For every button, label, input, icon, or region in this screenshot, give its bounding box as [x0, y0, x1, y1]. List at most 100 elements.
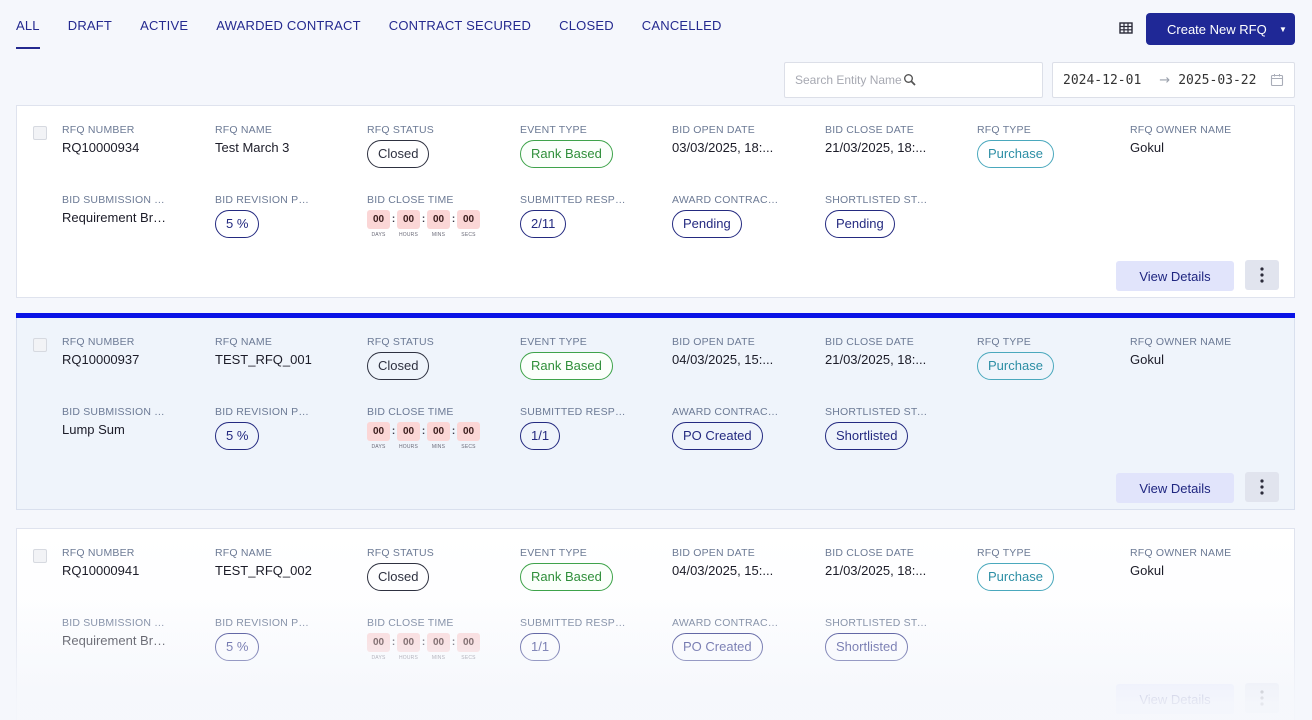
submitted-responses-badge: 2/11	[520, 210, 567, 238]
tab-awarded-contract[interactable]: AWARDED CONTRACT	[216, 17, 361, 33]
bid-revision-label: BID REVISION PERCENTAGE	[215, 406, 311, 418]
rfq-type-label: RFQ TYPE	[977, 124, 1031, 136]
bid-submission-label: BID SUBMISSION TYPE	[62, 617, 170, 629]
countdown-timer: 00 DAYS : 00 HOURS : 00 MINS : 00 SECS	[367, 633, 515, 661]
field-rfq-number: RFQ NUMBER RQ10000934	[62, 124, 210, 155]
timer-mins-unit: MINS	[431, 232, 446, 238]
tab-active[interactable]: ACTIVE	[140, 17, 189, 33]
kebab-menu-icon[interactable]	[1245, 472, 1279, 502]
bid-close-time-label: BID CLOSE TIME	[367, 406, 454, 418]
field-bid-revision: BID REVISION PERCENTAGE 5 %	[215, 406, 311, 450]
submitted-responses-badge: 1/1	[520, 633, 561, 661]
rfq-type-badge: Purchase	[977, 140, 1054, 168]
timer-secs: 00 SECS	[457, 422, 480, 450]
rfq-name-value: TEST_RFQ_002	[215, 563, 312, 578]
rfq-card[interactable]: RFQ NUMBER RQ10000937 RFQ NAME TEST_RFQ_…	[16, 313, 1295, 510]
field-bid-close-date: BID CLOSE DATE 21/03/2025, 18:...	[825, 124, 973, 155]
submitted-responses-badge: 1/1	[520, 422, 561, 450]
rfq-card[interactable]: RFQ NUMBER RQ10000941 RFQ NAME TEST_RFQ_…	[16, 528, 1295, 720]
rfq-card[interactable]: RFQ NUMBER RQ10000934 RFQ NAME Test Marc…	[16, 105, 1295, 298]
timer-days: 00 DAYS	[367, 210, 390, 238]
bid-revision-badge: 5 %	[215, 633, 260, 661]
field-rfq-name: RFQ NAME Test March 3	[215, 124, 363, 155]
timer-days-value: 00	[367, 633, 390, 652]
shortlisted-badge: Shortlisted	[825, 422, 909, 450]
rfq-number-label: RFQ NUMBER	[62, 124, 135, 136]
tab-contract-secured[interactable]: CONTRACT SECURED	[388, 17, 532, 33]
event-type-badge: Rank Based	[520, 140, 613, 168]
field-rfq-status: RFQ STATUS Closed	[367, 124, 515, 168]
rfq-owner-value: Gokul	[1130, 352, 1164, 367]
magnifier-icon[interactable]	[903, 73, 917, 87]
bid-close-date-value: 21/03/2025, 18:...	[825, 352, 927, 367]
row-checkbox[interactable]	[33, 126, 47, 140]
countdown-timer: 00 DAYS : 00 HOURS : 00 MINS : 00 SECS	[367, 422, 515, 450]
shortlisted-badge: Shortlisted	[825, 633, 909, 661]
timer-hours-value: 00	[397, 210, 420, 229]
timer-days: 00 DAYS	[367, 422, 390, 450]
field-shortlisted: SHORTLISTED STATUS Shortlisted	[825, 406, 929, 450]
field-rfq-owner: RFQ OWNER NAME Gokul	[1130, 547, 1278, 578]
caret-down-icon[interactable]: ▼	[1279, 24, 1287, 34]
kebab-menu-icon[interactable]	[1245, 260, 1279, 290]
timer-hours-value: 00	[397, 633, 420, 652]
field-event-type: EVENT TYPE Rank Based	[520, 547, 668, 591]
kebab-menu-icon[interactable]	[1245, 683, 1279, 713]
field-submitted-responses: SUBMITTED RESPONSES 1/1	[520, 406, 628, 450]
date-range-picker[interactable]: 2024-12-01 → 2025-03-22	[1052, 62, 1295, 98]
rfq-number-label: RFQ NUMBER	[62, 547, 135, 559]
timer-days: 00 DAYS	[367, 633, 390, 661]
bid-revision-badge: 5 %	[215, 210, 260, 238]
timer-secs: 00 SECS	[457, 210, 480, 238]
timer-days-unit: DAYS	[371, 444, 386, 450]
table-grid-icon[interactable]	[1117, 19, 1135, 37]
row-checkbox[interactable]	[33, 549, 47, 563]
bid-revision-label: BID REVISION PERCENTAGE	[215, 194, 311, 206]
date-from[interactable]: 2024-12-01	[1063, 72, 1142, 88]
tab-all[interactable]: ALL	[16, 0, 40, 50]
view-details-button[interactable]: View Details	[1116, 473, 1234, 503]
tab-cancelled[interactable]: CANCELLED	[641, 17, 722, 33]
arrow-right-icon: →	[1159, 72, 1171, 88]
search-input[interactable]	[795, 73, 903, 87]
bid-open-date-value: 04/03/2025, 15:...	[672, 352, 774, 367]
bid-open-date-label: BID OPEN DATE	[672, 124, 755, 136]
event-type-label: EVENT TYPE	[520, 124, 587, 136]
create-new-rfq-label: Create New RFQ	[1167, 21, 1267, 37]
timer-mins: 00 MINS	[427, 422, 450, 450]
field-rfq-name: RFQ NAME TEST_RFQ_002	[215, 547, 363, 578]
row-checkbox[interactable]	[33, 338, 47, 352]
award-contract-label: AWARD CONTRACT STATUS	[672, 194, 784, 206]
timer-mins: 00 MINS	[427, 210, 450, 238]
timer-mins-value: 00	[427, 422, 450, 441]
field-bid-close-time: BID CLOSE TIME 00 DAYS : 00 HOURS : 00 MINS…	[367, 406, 515, 450]
rfq-name-label: RFQ NAME	[215, 336, 273, 348]
timer-mins-unit: MINS	[431, 444, 446, 450]
rfq-name-value: Test March 3	[215, 140, 290, 155]
field-award-contract: AWARD CONTRACT STATUS PO Created	[672, 406, 784, 450]
rfq-status-badge: Closed	[367, 563, 430, 591]
bid-open-date-label: BID OPEN DATE	[672, 336, 755, 348]
tab-draft[interactable]: DRAFT	[67, 17, 113, 33]
timer-hours: 00 HOURS	[397, 422, 420, 450]
rfq-name-label: RFQ NAME	[215, 124, 273, 136]
bid-submission-value: Requirement Bre...	[62, 210, 170, 225]
timer-hours-unit: HOURS	[398, 444, 419, 450]
event-type-badge: Rank Based	[520, 352, 613, 380]
event-type-badge: Rank Based	[520, 563, 613, 591]
create-new-rfq-button[interactable]: Create New RFQ ▼	[1146, 13, 1295, 45]
bid-close-date-label: BID CLOSE DATE	[825, 124, 914, 136]
shortlisted-label: SHORTLISTED STATUS	[825, 406, 929, 418]
date-to[interactable]: 2025-03-22	[1178, 72, 1257, 88]
bid-open-date-value: 03/03/2025, 18:...	[672, 140, 774, 155]
timer-hours-unit: HOURS	[398, 232, 419, 238]
rfq-owner-label: RFQ OWNER NAME	[1130, 547, 1232, 559]
shortlisted-badge: Pending	[825, 210, 895, 238]
field-shortlisted: SHORTLISTED STATUS Pending	[825, 194, 929, 238]
view-details-button[interactable]: View Details	[1116, 261, 1234, 291]
bid-submission-label: BID SUBMISSION TYPE	[62, 194, 170, 206]
calendar-icon[interactable]	[1270, 73, 1284, 87]
timer-secs-unit: SECS	[461, 444, 476, 450]
tab-closed[interactable]: CLOSED	[559, 17, 614, 33]
view-details-button[interactable]: View Details	[1116, 684, 1234, 714]
